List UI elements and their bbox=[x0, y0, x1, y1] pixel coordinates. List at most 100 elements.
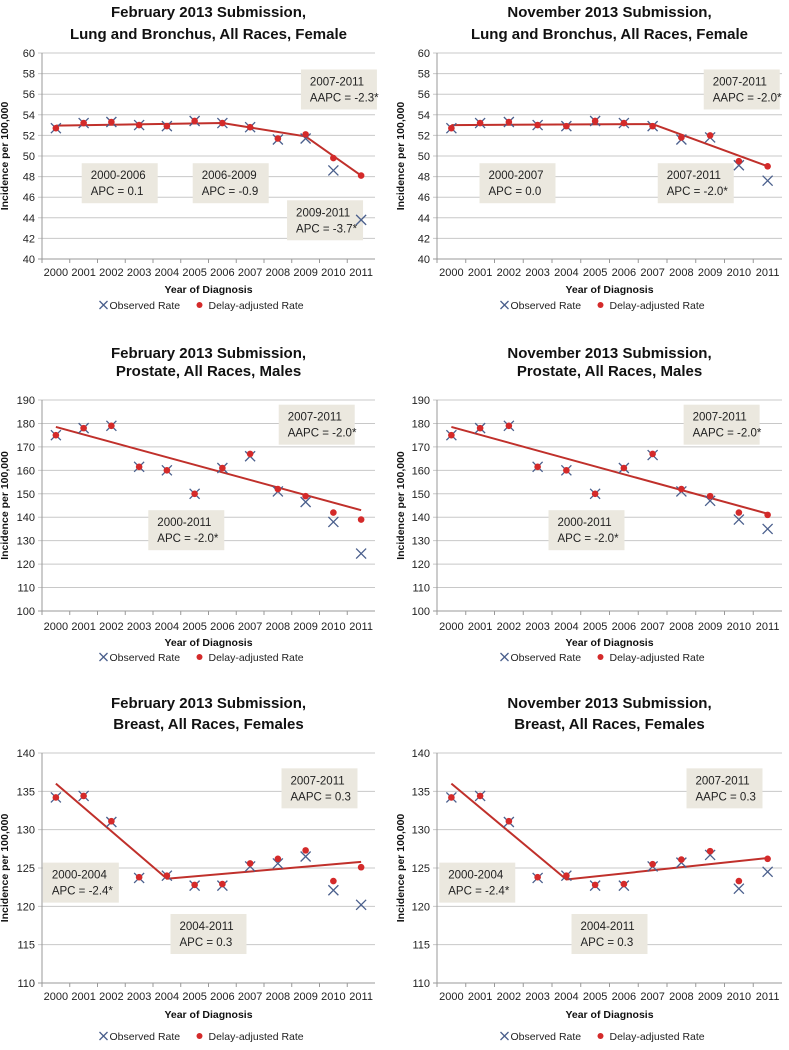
annotation-value: APC = 0.0 bbox=[489, 186, 542, 198]
annotation-value: AAPC = -2.0* bbox=[288, 428, 357, 440]
delay-adjusted-point bbox=[678, 134, 685, 141]
legend-delay-icon bbox=[597, 654, 604, 660]
observed-point bbox=[704, 849, 716, 861]
x-tick-label: 2008 bbox=[669, 267, 693, 279]
x-tick-label: 2005 bbox=[583, 991, 607, 1003]
y-tick-label: 150 bbox=[412, 489, 430, 501]
annotation-box bbox=[42, 862, 119, 903]
legend-observed-label: Observed Rate bbox=[511, 300, 582, 312]
chart-subtitle: Breast, All Races, Females bbox=[113, 716, 303, 733]
chart-panel-2: November 2013 Submission, Lung and Bronch… bbox=[395, 4, 782, 312]
y-tick-label: 150 bbox=[17, 489, 35, 501]
y-tick-label: 110 bbox=[412, 583, 430, 595]
chart-title: February 2013 Submission, bbox=[111, 695, 306, 712]
y-tick-label: 42 bbox=[418, 233, 430, 245]
observed-point bbox=[733, 514, 745, 526]
x-tick-label: 2006 bbox=[210, 267, 234, 279]
x-tick-label: 2010 bbox=[727, 991, 751, 1003]
x-tick-label: 2011 bbox=[756, 621, 780, 633]
y-tick-label: 42 bbox=[23, 233, 35, 245]
x-tick-label: 2011 bbox=[756, 991, 780, 1003]
y-tick-label: 140 bbox=[17, 748, 35, 760]
legend-delay-icon bbox=[597, 302, 604, 308]
x-tick-label: 2002 bbox=[497, 991, 521, 1003]
delay-adjusted-point bbox=[357, 863, 365, 871]
y-tick-label: 140 bbox=[17, 512, 35, 524]
observed-point bbox=[355, 899, 367, 911]
annotation-period: 2000-2007 bbox=[489, 170, 544, 182]
annotation-box bbox=[439, 862, 516, 903]
delay-adjusted-point bbox=[80, 119, 87, 127]
x-axis-title: Year of Diagnosis bbox=[164, 284, 252, 296]
delay-adjusted-point bbox=[476, 792, 484, 800]
annotation-box bbox=[300, 69, 377, 110]
y-tick-label: 44 bbox=[418, 213, 430, 225]
delay-adjusted-point bbox=[219, 880, 226, 888]
annotation-period: 2000-2006 bbox=[91, 170, 146, 182]
annotation-box bbox=[479, 163, 556, 204]
y-tick-label: 40 bbox=[23, 254, 35, 266]
y-axis-title: Incidence per 100,000 bbox=[0, 814, 11, 923]
y-tick-label: 120 bbox=[17, 901, 35, 913]
observed-point bbox=[272, 857, 284, 869]
x-tick-label: 2004 bbox=[554, 991, 578, 1003]
legend-delay-icon bbox=[597, 1033, 604, 1039]
observed-point bbox=[300, 496, 312, 508]
delay-adjusted-point bbox=[246, 450, 254, 458]
delay-adjusted-point bbox=[219, 464, 226, 472]
delay-adjusted-point bbox=[163, 467, 171, 474]
x-tick-label: 2011 bbox=[349, 991, 373, 1003]
x-tick-label: 2009 bbox=[293, 621, 317, 633]
y-tick-label: 56 bbox=[418, 89, 430, 101]
x-tick-label: 2005 bbox=[182, 991, 206, 1003]
observed-point bbox=[762, 175, 774, 187]
delay-adjusted-point bbox=[505, 118, 513, 126]
y-tick-label: 130 bbox=[412, 825, 430, 837]
delay-adjusted-point bbox=[191, 490, 198, 498]
delay-adjusted-point bbox=[649, 122, 656, 130]
x-tick-label: 2011 bbox=[756, 267, 780, 279]
x-tick-label: 2007 bbox=[238, 621, 262, 633]
annotation-value: AAPC = 0.3 bbox=[291, 791, 351, 803]
x-tick-label: 2010 bbox=[321, 267, 345, 279]
delay-adjusted-point bbox=[505, 817, 513, 825]
x-tick-label: 2010 bbox=[727, 621, 751, 633]
delay-adjusted-point bbox=[246, 860, 254, 867]
legend-observed-label: Observed Rate bbox=[110, 652, 181, 664]
observed-point bbox=[733, 883, 745, 895]
delay-adjusted-point bbox=[649, 860, 656, 868]
annotation-box bbox=[287, 200, 364, 241]
annotation-value: APC = -2.0* bbox=[667, 186, 729, 198]
delay-adjusted-point bbox=[191, 881, 198, 889]
delay-adjusted-point bbox=[764, 855, 771, 863]
observed-point bbox=[355, 214, 367, 226]
y-axis-title: Incidence per 100,000 bbox=[0, 102, 11, 211]
delay-adjusted-point bbox=[302, 131, 309, 138]
y-tick-label: 100 bbox=[412, 606, 430, 618]
x-tick-label: 2008 bbox=[266, 621, 290, 633]
x-tick-label: 2003 bbox=[127, 991, 151, 1003]
joinpoint-fit-line bbox=[451, 425, 768, 515]
x-tick-label: 2011 bbox=[349, 267, 373, 279]
chart-title: February 2013 Submission, bbox=[111, 4, 306, 21]
annotation-period: 2007-2011 bbox=[693, 412, 747, 424]
delay-adjusted-point bbox=[620, 880, 628, 888]
x-tick-label: 2001 bbox=[468, 621, 492, 633]
annotation-box bbox=[148, 510, 225, 551]
x-tick-label: 2004 bbox=[554, 621, 578, 633]
y-tick-label: 60 bbox=[418, 48, 430, 60]
x-tick-label: 2001 bbox=[71, 991, 95, 1003]
x-tick-label: 2009 bbox=[698, 991, 722, 1003]
x-tick-label: 2002 bbox=[497, 621, 521, 633]
y-tick-label: 135 bbox=[412, 786, 430, 798]
annotation-period: 2007-2011 bbox=[713, 76, 767, 88]
annotation-period: 2009-2011 bbox=[296, 207, 350, 219]
delay-adjusted-point bbox=[706, 132, 714, 139]
legend-observed-label: Observed Rate bbox=[110, 1031, 181, 1043]
annotation-period: 2007-2011 bbox=[310, 76, 364, 88]
delay-adjusted-point bbox=[448, 431, 455, 439]
chart-panel-1: February 2013 Submission, Lung and Bronch… bbox=[0, 4, 379, 312]
delay-adjusted-point bbox=[357, 172, 365, 179]
y-tick-label: 190 bbox=[17, 395, 35, 407]
